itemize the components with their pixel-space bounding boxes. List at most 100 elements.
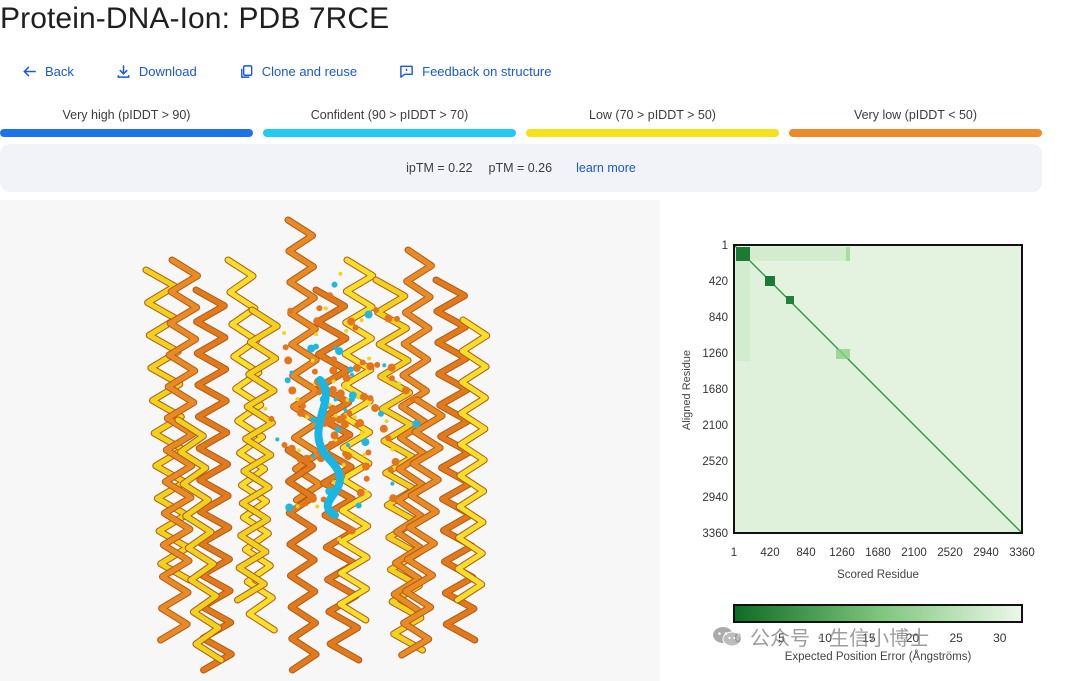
learn-more-link[interactable]: learn more xyxy=(576,161,636,175)
pae-x-tick: 3360 xyxy=(1009,547,1035,559)
pae-y-tick: 2100 xyxy=(702,420,728,432)
ligand-atom xyxy=(268,415,275,422)
ligand-atom xyxy=(367,402,371,407)
ligand-atom xyxy=(364,310,373,319)
helix-ribbon xyxy=(235,307,280,603)
pae-x-tick: 1260 xyxy=(829,547,855,559)
ligand-atom xyxy=(316,305,323,312)
ligand-atom xyxy=(331,281,338,288)
feedback-label: Feedback on structure xyxy=(422,64,552,79)
ligand-atom xyxy=(362,462,370,471)
ligand-atom xyxy=(347,366,354,373)
pae-chart: Aligned Residue Scored Residue 1 1 420 420 8… xyxy=(681,240,1035,663)
ligand-atom xyxy=(359,359,366,366)
pae-y-tick: 2520 xyxy=(702,456,728,468)
ptm-score: pTM = 0.26 xyxy=(488,161,553,175)
pae-block xyxy=(736,247,750,261)
ligand-atom xyxy=(384,419,389,424)
ligand-atom xyxy=(282,344,289,351)
ligand-atom xyxy=(385,435,392,442)
ligand-atom xyxy=(338,271,343,276)
helix-ribbon xyxy=(399,397,445,658)
ligand-atom xyxy=(354,422,361,428)
pae-block xyxy=(750,247,850,261)
confidence-scores: ipTM = 0.22 pTM = 0.26 learn more xyxy=(0,144,1042,192)
page-title: Protein-DNA-Ion: PDB 7RCE xyxy=(0,2,390,35)
ligand-atom xyxy=(297,408,305,417)
ligand-atom xyxy=(305,415,310,420)
pae-x-tick: 1680 xyxy=(865,547,891,559)
ligand-atom xyxy=(353,516,358,521)
ligand-atom xyxy=(359,430,364,435)
ligand-atom xyxy=(345,397,350,402)
pae-x-tick: 840 xyxy=(796,547,815,559)
feedback-button[interactable]: Feedback on structure xyxy=(399,64,552,79)
ligand-atom xyxy=(349,372,354,377)
pae-plot: Aligned Residue Scored Residue 1 1 420 420 8… xyxy=(660,200,1080,681)
iptm-score: ipTM = 0.22 xyxy=(406,161,473,175)
watermark: 公众号 · 生信小博士 xyxy=(712,622,929,651)
ligand-atom xyxy=(314,332,319,337)
protein-structure-3d[interactable] xyxy=(0,200,660,681)
ligand-atom xyxy=(390,481,395,486)
ligand-atom xyxy=(295,504,300,509)
ligand-atom xyxy=(361,438,370,447)
ligand-atom xyxy=(310,358,315,363)
legend-bar xyxy=(263,129,516,137)
legend-label: Confident (90 > pIDDT > 70) xyxy=(310,108,469,122)
structure-viewer[interactable] xyxy=(0,200,660,681)
pae-y-tick: 1260 xyxy=(702,348,728,360)
ligand-atom xyxy=(367,356,372,361)
ligand-atom xyxy=(359,318,364,323)
legend-bar xyxy=(789,129,1042,137)
ligand-atom xyxy=(389,494,398,503)
colorbar-tick: 5 xyxy=(778,631,785,645)
ligand-atom xyxy=(363,475,370,482)
pae-diagonal xyxy=(733,244,1023,534)
pae-block xyxy=(765,276,775,286)
ligand-atom xyxy=(311,454,316,459)
ligand-atom xyxy=(387,363,396,372)
colorbar-tick: 15 xyxy=(862,631,876,645)
ligand-atom xyxy=(281,442,288,448)
download-button[interactable]: Download xyxy=(116,64,197,79)
ligand-atom xyxy=(335,347,344,356)
ligand-atom xyxy=(365,449,372,456)
ligand-atom xyxy=(382,363,387,368)
ligand-atom xyxy=(346,410,353,417)
download-icon xyxy=(117,65,130,78)
watermark-text: 公众号 · 生信小博士 xyxy=(750,626,930,650)
dna-strand xyxy=(314,376,344,519)
pae-x-tick: 420 xyxy=(760,547,779,559)
ligand-atom xyxy=(285,503,294,512)
ligand-atom xyxy=(390,447,395,452)
clone-button[interactable]: Clone and reuse xyxy=(239,64,357,79)
ligand-atom xyxy=(263,406,268,411)
ligand-atom xyxy=(331,480,336,485)
pae-colorbar xyxy=(733,604,1023,623)
colorbar-tick: 25 xyxy=(950,631,964,645)
pae-x-tick: 2100 xyxy=(901,547,927,559)
feedback-icon xyxy=(400,65,413,78)
ligand-atom xyxy=(316,389,322,396)
ligand-atom xyxy=(323,306,328,311)
ligand-atom xyxy=(302,454,311,463)
back-button[interactable]: Back xyxy=(22,64,74,79)
ligand-atom xyxy=(289,370,294,375)
ligand-atom xyxy=(379,424,388,433)
pae-x-tick: 1 xyxy=(731,547,737,559)
ligand-atom xyxy=(366,362,375,371)
ligand-atom xyxy=(275,437,280,442)
ligand-atom xyxy=(302,500,309,507)
pae-block xyxy=(736,261,750,361)
legend-label: Very high (pIDDT > 90) xyxy=(62,108,191,122)
ligand-atom xyxy=(343,431,350,438)
ligand-atom xyxy=(367,395,374,402)
ligand-atom xyxy=(344,328,349,333)
helix-ribbon xyxy=(175,417,224,663)
pae-block xyxy=(836,349,850,359)
ligand-atom xyxy=(343,408,348,412)
ligand-atom xyxy=(356,488,365,497)
ligand-atom xyxy=(288,386,297,395)
legend-confident: Confident (90 > pIDDT > 70) xyxy=(263,108,516,137)
